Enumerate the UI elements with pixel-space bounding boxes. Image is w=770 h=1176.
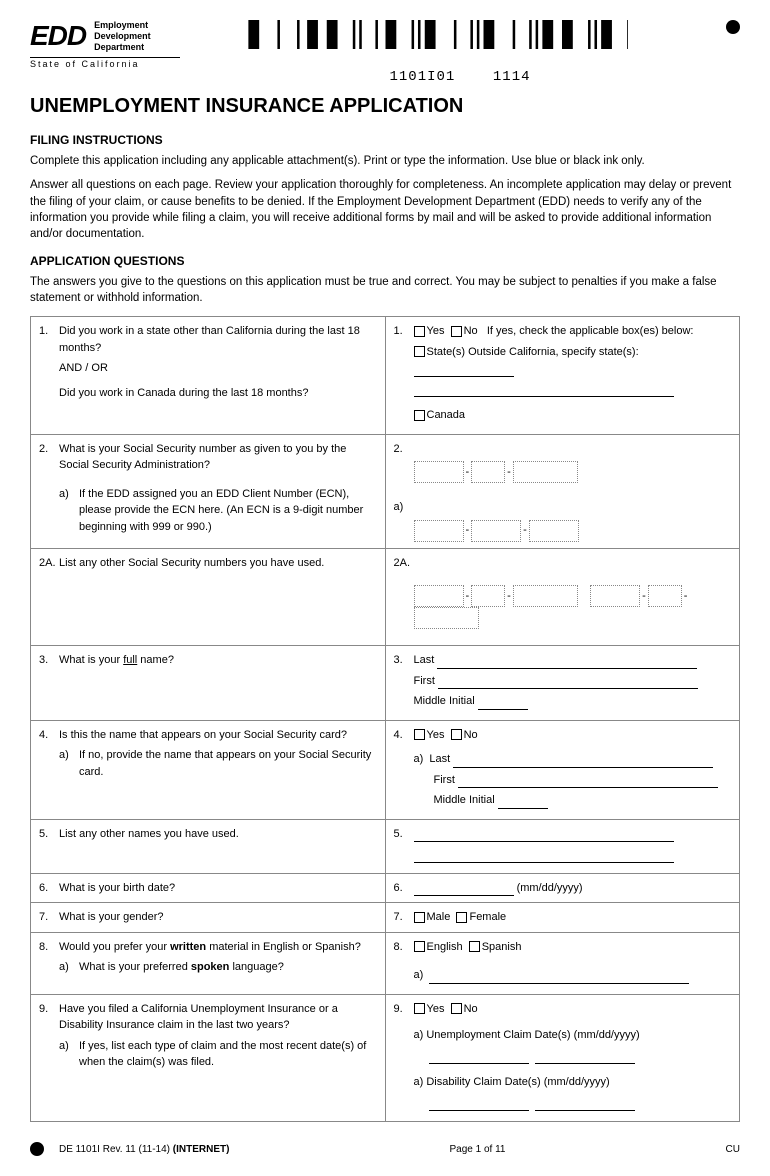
unemp-date-1[interactable]: [429, 1052, 529, 1064]
ssn-alt2-3[interactable]: [414, 607, 479, 629]
a4-cell: 4.Yes No a) Last First Middle Initial: [385, 720, 740, 819]
states-input[interactable]: [414, 365, 514, 377]
q9-cell: 9.Have you filed a California Unemployme…: [31, 994, 386, 1122]
q2a-cell: 2A.List any other Social Security number…: [31, 548, 386, 646]
logo-line1: Employment: [94, 20, 151, 31]
page-footer: DE 1101I Rev. 11 (11-14) (INTERNET) Page…: [30, 1142, 740, 1156]
ecn-input-1[interactable]: [414, 520, 464, 542]
othernames-2[interactable]: [414, 851, 674, 863]
a6-cell: 6. (mm/dd/yyyy): [385, 873, 740, 903]
ssn-input-1[interactable]: [414, 461, 464, 483]
registration-dot-bottom: [30, 1142, 44, 1156]
states-input-2[interactable]: [414, 385, 674, 397]
a2a-cell: 2A. -- --: [385, 548, 740, 646]
unemp-date-2[interactable]: [535, 1052, 635, 1064]
q4-no-checkbox[interactable]: [451, 729, 462, 740]
states-checkbox[interactable]: [414, 346, 425, 357]
ss-lastname-input[interactable]: [453, 756, 713, 768]
q1-cell: 1.Did you work in a state other than Cal…: [31, 317, 386, 435]
birthdate-input[interactable]: [414, 884, 514, 896]
a2-cell: 2. -- a) --: [385, 434, 740, 548]
q4-cell: 4.Is this the name that appears on your …: [31, 720, 386, 819]
q2-cell: 2.What is your Social Security number as…: [31, 434, 386, 548]
edd-logo: EDD Employment Development Department: [30, 20, 151, 52]
ssn-alt2-1[interactable]: [590, 585, 640, 607]
appq-p1: The answers you give to the questions on…: [30, 274, 740, 306]
a8-cell: 8.English Spanish a): [385, 932, 740, 994]
ss-firstname-input[interactable]: [458, 776, 718, 788]
logo-abbr: EDD: [30, 20, 86, 52]
ssn-alt1-2[interactable]: [471, 585, 505, 607]
female-checkbox[interactable]: [456, 912, 467, 923]
mi-input[interactable]: [478, 698, 528, 710]
barcode-icon: ▌││▌▌║│▌║▌│║▌│║▌▌║▌║│▌║│▌║▌║│▌║│▌║▌║│▌║▌…: [248, 20, 628, 49]
q9-no-checkbox[interactable]: [451, 1003, 462, 1014]
yes-checkbox[interactable]: [414, 326, 425, 337]
appq-heading: APPLICATION QUESTIONS: [30, 254, 740, 268]
logo-sub: State of California: [30, 57, 180, 69]
spoken-lang-input[interactable]: [429, 972, 689, 984]
q8-cell: 8.Would you prefer your written material…: [31, 932, 386, 994]
filing-heading: FILING INSTRUCTIONS: [30, 133, 740, 147]
filing-p1: Complete this application including any …: [30, 153, 740, 169]
spanish-checkbox[interactable]: [469, 941, 480, 952]
logo-line2: Development: [94, 31, 151, 42]
no-checkbox[interactable]: [451, 326, 462, 337]
registration-dot-top: [726, 20, 740, 34]
q3-cell: 3.What is your full name?: [31, 646, 386, 721]
lastname-input[interactable]: [437, 657, 697, 669]
disab-date-1[interactable]: [429, 1099, 529, 1111]
ssn-input-3[interactable]: [513, 461, 578, 483]
ssn-alt1-1[interactable]: [414, 585, 464, 607]
barcode-numbers: 1101I01 1114: [180, 69, 740, 85]
firstname-input[interactable]: [438, 677, 698, 689]
male-checkbox[interactable]: [414, 912, 425, 923]
a9-cell: 9.Yes No a) Unemployment Claim Date(s) (…: [385, 994, 740, 1122]
q6-cell: 6.What is your birth date?: [31, 873, 386, 903]
english-checkbox[interactable]: [414, 941, 425, 952]
canada-checkbox[interactable]: [414, 410, 425, 421]
q4-yes-checkbox[interactable]: [414, 729, 425, 740]
q5-cell: 5.List any other names you have used.: [31, 819, 386, 873]
ssn-alt2-2[interactable]: [648, 585, 682, 607]
ssn-alt1-3[interactable]: [513, 585, 578, 607]
a1-cell: 1.Yes No If yes, check the applicable bo…: [385, 317, 740, 435]
a5-cell: 5.: [385, 819, 740, 873]
a3-cell: 3.Last First Middle Initial: [385, 646, 740, 721]
filing-p2: Answer all questions on each page. Revie…: [30, 177, 740, 241]
questions-table: 1.Did you work in a state other than Cal…: [30, 316, 740, 1122]
a7-cell: 7.Male Female: [385, 903, 740, 933]
footer-code: CU: [726, 1144, 740, 1155]
q9-yes-checkbox[interactable]: [414, 1003, 425, 1014]
ecn-input-2[interactable]: [471, 520, 521, 542]
disab-date-2[interactable]: [535, 1099, 635, 1111]
page-title: UNEMPLOYMENT INSURANCE APPLICATION: [30, 95, 740, 118]
othernames-1[interactable]: [414, 830, 674, 842]
ss-mi-input[interactable]: [498, 797, 548, 809]
ssn-input-2[interactable]: [471, 461, 505, 483]
logo-line3: Department: [94, 42, 151, 53]
ecn-input-3[interactable]: [529, 520, 579, 542]
page-number: Page 1 of 11: [450, 1144, 506, 1155]
q7-cell: 7.What is your gender?: [31, 903, 386, 933]
